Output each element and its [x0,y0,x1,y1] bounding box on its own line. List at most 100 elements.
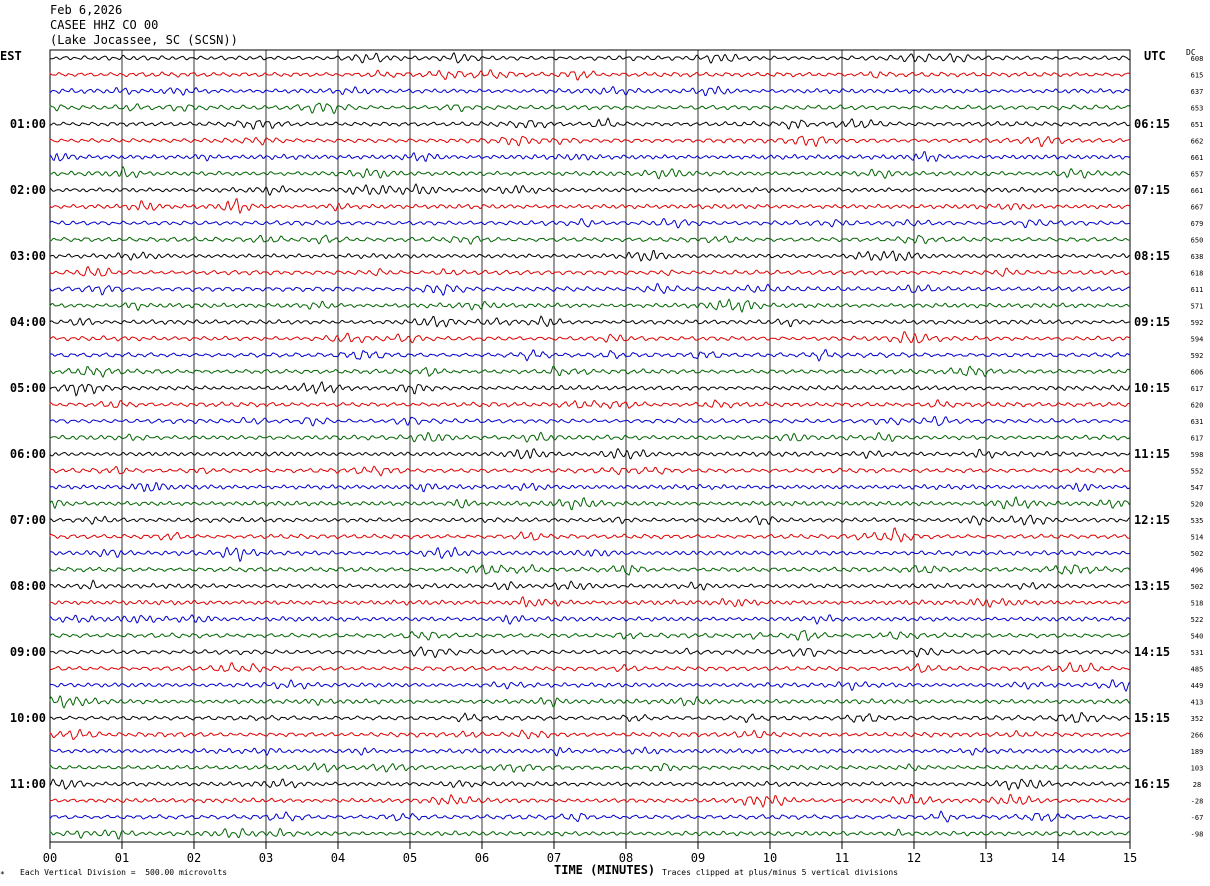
dc-offset-label: 657 [1191,171,1204,179]
dc-offset-label: 518 [1191,600,1204,608]
dc-offset-label: 531 [1191,649,1204,657]
utc-hour-label: 16:15 [1134,777,1170,791]
trace-line [49,349,1131,362]
dc-offset-label: 520 [1191,501,1204,509]
date-label: Feb 6,2026 [50,3,123,17]
x-tick-label: 00 [43,851,57,865]
station-label: CASEE HHZ CO 00 [50,18,159,32]
clip-note: Traces clipped at plus/minus 5 vertical … [662,868,899,877]
trace-line [49,51,1131,64]
x-tick-label: 13 [979,851,993,865]
x-tick-label: 09 [691,851,705,865]
x-tick-label: 06 [475,851,489,865]
utc-hour-label: 09:15 [1134,315,1170,329]
trace-line [49,117,1131,130]
est-timezone-label: EST [0,49,22,63]
utc-hour-label: 08:15 [1134,249,1170,263]
dc-offset-label: 352 [1191,715,1204,723]
trace-line [49,399,1131,410]
utc-hour-label: 14:15 [1134,645,1170,659]
est-hour-label: 05:00 [10,381,46,395]
trace-line [49,151,1131,163]
est-hour-label: 10:00 [10,711,46,725]
trace-line [49,447,1131,460]
dc-header-label: DC [1186,48,1196,57]
dc-offset-label: 552 [1191,468,1204,476]
x-tick-label: 04 [331,851,345,865]
trace-line [49,283,1131,297]
dc-offset-label: 28 [1193,781,1201,789]
dc-offset-label: 571 [1191,303,1204,311]
trace-line [49,762,1130,773]
dc-offset-label: 535 [1191,517,1204,525]
trace-line [49,646,1131,659]
dc-offset-label: 594 [1191,336,1204,344]
x-tick-label: 12 [907,851,921,865]
dc-offset-label: 522 [1191,616,1204,624]
trace-line [49,629,1131,642]
trace-line [49,810,1131,823]
dc-offset-label: 502 [1191,550,1204,558]
dc-offset-label: 638 [1191,253,1204,261]
dc-offset-label: 618 [1191,270,1204,278]
dc-offset-label: 650 [1191,237,1204,245]
trace-line [49,234,1131,245]
scale-note: Each Vertical Division = 500.00 microvol… [20,868,228,877]
est-hour-label: 06:00 [10,447,46,461]
dc-offset-label: -98 [1191,831,1204,839]
trace-line [49,165,1131,180]
dc-offset-label: 485 [1191,666,1204,674]
x-tick-label: 07 [547,851,561,865]
dc-offset-label: 651 [1191,121,1204,129]
trace-line [49,415,1131,427]
trace-line [49,563,1131,576]
dc-offset-label: 637 [1191,88,1204,96]
trace-line [49,514,1131,526]
x-tick-label: 02 [187,851,201,865]
est-hour-label: 02:00 [10,183,46,197]
trace-line [49,546,1131,563]
x-tick-label: 01 [115,851,129,865]
dc-offset-label: 617 [1191,385,1204,393]
trace-line [49,778,1131,791]
est-hour-label: 11:00 [10,777,46,791]
corner-mark: * [0,870,5,879]
dc-offset-label: 620 [1191,402,1204,410]
trace-line [49,746,1131,757]
dc-offset-label: 103 [1191,765,1204,773]
location-label: (Lake Jocassee, SC (SCSN)) [50,33,238,47]
dc-offset-label: 608 [1191,55,1204,63]
dc-offset-label: -67 [1191,814,1204,822]
dc-offset-label: 653 [1191,105,1204,113]
est-hour-label: 09:00 [10,645,46,659]
x-tick-label: 08 [619,851,633,865]
trace-line [49,496,1131,511]
utc-hour-label: 11:15 [1134,447,1170,461]
dc-offset-label: 679 [1191,220,1204,228]
x-tick-label: 11 [835,851,849,865]
utc-hour-label: 06:15 [1134,117,1170,131]
dc-offset-label: 615 [1191,72,1204,80]
trace-line [49,331,1131,344]
trace-line [49,381,1131,397]
trace-line [49,661,1131,673]
dc-offset-label: 631 [1191,418,1204,426]
dc-offset-label: 662 [1191,138,1204,146]
trace-line [49,217,1131,229]
trace-line [49,102,1131,115]
trace-line [49,793,1131,809]
trace-line [49,85,1131,97]
dc-offset-label: 617 [1191,435,1204,443]
dc-offset-label: 667 [1191,204,1204,212]
est-hour-label: 08:00 [10,579,46,593]
est-hour-label: 07:00 [10,513,46,527]
trace-line [49,527,1131,543]
dc-offset-label: 661 [1191,154,1204,162]
trace-line [49,198,1131,215]
trace-line [49,579,1131,591]
trace-line [49,431,1131,443]
dc-offset-label: 661 [1191,187,1204,195]
trace-line [49,614,1131,625]
trace-line [49,694,1131,709]
